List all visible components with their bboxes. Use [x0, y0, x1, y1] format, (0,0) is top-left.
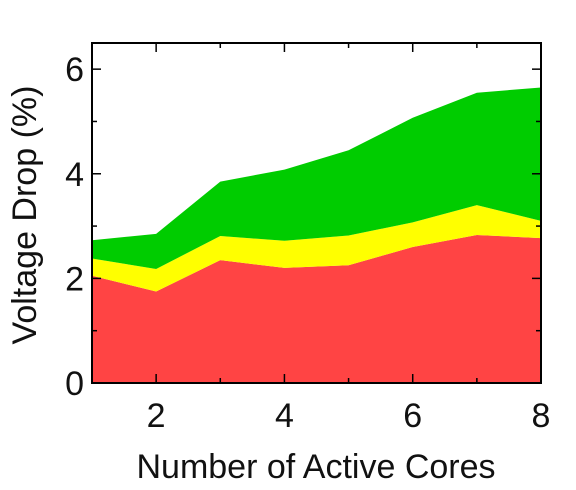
series-area-3: [92, 87, 541, 269]
series-area-1: [92, 234, 541, 383]
axis-ticks: [91, 43, 542, 384]
x-tick-label: 6: [403, 397, 422, 435]
x-tick-label: 8: [532, 397, 551, 435]
tick-labels: 2 4 6 8 0 2 4 6: [65, 51, 550, 435]
y-tick-label: 2: [65, 260, 84, 298]
y-axis-title: Voltage Drop (%): [6, 86, 44, 345]
y-tick-label: 0: [65, 365, 84, 403]
x-tick-label: 4: [275, 397, 294, 435]
x-tick-label: 2: [147, 397, 166, 435]
y-tick-label: 4: [65, 156, 84, 194]
series-areas: [92, 87, 541, 383]
x-axis-title: Number of Active Cores: [136, 448, 495, 486]
plot-frame: [91, 42, 542, 384]
y-tick-label: 6: [65, 51, 84, 89]
series-area-2: [92, 205, 541, 292]
